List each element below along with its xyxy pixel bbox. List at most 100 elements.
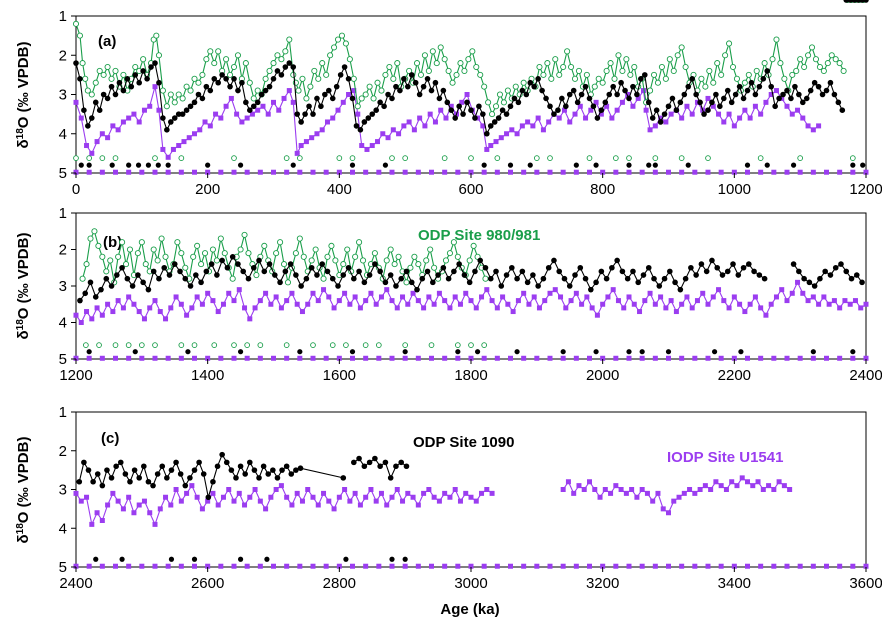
point-p0-1-94 bbox=[444, 99, 451, 106]
point-p0-0-48 bbox=[254, 87, 261, 94]
tiepoint-u1541-p1-31 bbox=[481, 355, 487, 361]
point-p2-2-36 bbox=[263, 506, 269, 512]
point-p1-1-78 bbox=[487, 275, 494, 282]
point-p0-1-46 bbox=[254, 99, 261, 106]
tiepoint-u1541-p1-51 bbox=[745, 355, 750, 361]
point-p0-2-12 bbox=[136, 119, 142, 125]
point-p0-2-58 bbox=[369, 143, 375, 149]
point-p0-1-128 bbox=[578, 91, 585, 98]
point-p2-0-15 bbox=[145, 478, 152, 485]
tiepoint-u1541-p1-35 bbox=[534, 355, 540, 361]
point-p0-1-186 bbox=[807, 87, 814, 94]
tiepoint-1090-p1-18 bbox=[850, 349, 856, 355]
point-p0-0-68 bbox=[331, 44, 338, 51]
tiepoint-1090-p2-6 bbox=[343, 556, 349, 562]
tiepoint-u1541-p0-18 bbox=[310, 169, 316, 175]
tiepoint-u1541-p0-58 bbox=[837, 169, 843, 175]
tiepoint-u1541-p0-11 bbox=[218, 169, 224, 175]
point-p0-0-67 bbox=[327, 52, 334, 59]
point-p1-3-5 bbox=[99, 312, 105, 318]
point-p1-1-40 bbox=[287, 261, 294, 267]
point-p0-1-134 bbox=[602, 99, 609, 106]
tiepoint-u1541-p1-56 bbox=[810, 355, 816, 361]
point-p0-2-127 bbox=[726, 111, 732, 117]
point-p1-1-85 bbox=[524, 279, 531, 286]
point-p0-0-106 bbox=[481, 83, 488, 90]
point-p0-1-110 bbox=[507, 103, 514, 110]
point-p1-3-105 bbox=[626, 294, 632, 300]
tiepoint-1090-p2-7 bbox=[389, 556, 395, 562]
tiepoint-u1541-p1-22 bbox=[363, 355, 369, 361]
point-p0-1-35 bbox=[211, 76, 218, 82]
tiepoint-u1541-p1-58 bbox=[837, 355, 843, 361]
point-p2-0-41 bbox=[265, 471, 272, 477]
point-p1-3-104 bbox=[621, 305, 627, 311]
point-p1-3-49 bbox=[331, 305, 337, 311]
tiepoint-1090-p0-26 bbox=[860, 162, 866, 168]
tiepoint-1090-p0-17 bbox=[593, 162, 599, 168]
point-p0-2-23 bbox=[192, 131, 197, 137]
y-axis-label-b-rest: O (‰ VPDB) bbox=[15, 233, 32, 320]
point-p0-1-50 bbox=[270, 76, 277, 82]
point-p0-2-108 bbox=[630, 103, 636, 109]
point-p2-2-17 bbox=[163, 494, 169, 500]
tiepoint-u1541-p0-17 bbox=[297, 169, 303, 175]
point-p2-1-9 bbox=[398, 459, 405, 466]
point-p1-3-75 bbox=[468, 298, 474, 304]
point-p1-1-36 bbox=[266, 261, 273, 267]
point-p2-0-42 bbox=[270, 467, 276, 473]
tiepoint-u1541-p1-25 bbox=[402, 355, 408, 361]
point-p0-1-76 bbox=[373, 107, 380, 113]
point-p2-2-5 bbox=[99, 518, 105, 523]
point-p1-3-128 bbox=[747, 301, 753, 307]
point-p1-3-20 bbox=[178, 301, 184, 307]
point-p1-3-122 bbox=[716, 287, 722, 293]
point-p1-1-61 bbox=[398, 275, 405, 282]
tiepoint-u1541-p2-8 bbox=[178, 563, 184, 569]
point-p2-2-67 bbox=[426, 487, 432, 492]
point-p2-0-2 bbox=[85, 467, 92, 473]
tiepoint-1090-p0-6 bbox=[155, 162, 161, 168]
point-p2-0-44 bbox=[279, 467, 285, 473]
point-p1-1-125 bbox=[735, 272, 742, 278]
point-p1-0-56 bbox=[300, 253, 307, 260]
point-p0-0-90 bbox=[417, 71, 425, 78]
point-p0-2-30 bbox=[228, 95, 234, 101]
point-p0-2-136 bbox=[773, 88, 779, 94]
tiepoint-u1541-p0-9 bbox=[192, 169, 197, 175]
point-p2-3-5 bbox=[587, 479, 592, 485]
point-p0-2-15 bbox=[152, 84, 158, 90]
point-p1-1-104 bbox=[624, 275, 631, 282]
point-p0-2-116 bbox=[668, 111, 674, 117]
point-p2-2-31 bbox=[236, 490, 242, 496]
point-p1-1-55 bbox=[366, 272, 373, 278]
point-p1-1-114 bbox=[677, 286, 684, 293]
y-tick-label-p1-1: 2 bbox=[59, 242, 67, 259]
tiepoint-u1541-p1-0 bbox=[73, 355, 79, 361]
tiepoint-1090-p0-16 bbox=[573, 162, 579, 168]
point-p1-1-12 bbox=[140, 279, 146, 286]
point-p1-3-57 bbox=[373, 301, 379, 307]
point-p0-1-117 bbox=[535, 76, 541, 82]
point-p1-3-116 bbox=[684, 294, 690, 300]
point-p0-1-139 bbox=[622, 87, 628, 94]
point-p1-0-64 bbox=[332, 257, 339, 264]
y-tick-label-p2-2: 3 bbox=[59, 482, 67, 499]
tiepoint-u1541-p0-42 bbox=[626, 169, 632, 175]
point-p0-2-107 bbox=[625, 92, 631, 97]
point-p0-1-184 bbox=[800, 99, 806, 106]
point-p0-1-18 bbox=[144, 76, 150, 82]
x-tick-label-p2-5: 3400 bbox=[718, 575, 751, 592]
point-p0-2-45 bbox=[303, 139, 309, 145]
point-p0-2-85 bbox=[509, 127, 515, 133]
point-p0-2-84 bbox=[504, 131, 510, 137]
tiepoint-u1541-p2-41 bbox=[613, 563, 619, 569]
point-p1-3-4 bbox=[94, 305, 100, 311]
point-p0-0-105 bbox=[477, 71, 484, 78]
tiepoint-980-p0-15 bbox=[494, 155, 501, 161]
tiepoint-u1541-p1-26 bbox=[415, 355, 421, 361]
point-p0-1-20 bbox=[152, 60, 158, 66]
point-p0-2-2 bbox=[84, 143, 90, 149]
point-p0-0-98 bbox=[449, 79, 456, 86]
